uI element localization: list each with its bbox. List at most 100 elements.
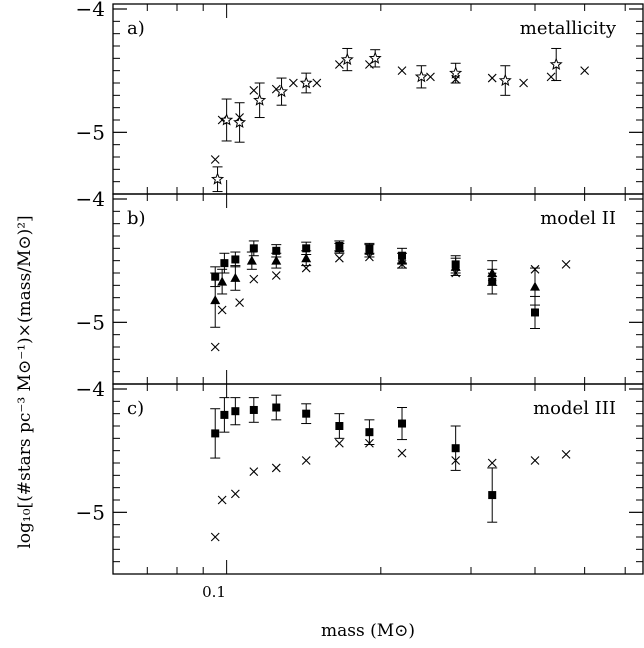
cross-stroke — [397, 448, 407, 458]
cross-stroke — [288, 78, 298, 88]
y-tick-label: −4 — [76, 187, 105, 211]
panel-label: b) — [127, 208, 146, 229]
square-marker — [451, 444, 460, 453]
cross-stroke — [487, 73, 497, 83]
square-marker — [302, 409, 311, 418]
star-marker — [210, 172, 225, 185]
panel-title: model III — [533, 398, 616, 419]
cross-marker — [217, 305, 227, 315]
cross-stroke — [397, 66, 407, 76]
cross-marker — [487, 458, 497, 468]
triangle-marker — [301, 253, 312, 263]
y-tick-label: −5 — [76, 310, 105, 334]
cross-marker — [397, 66, 407, 76]
panel-title: metallicity — [520, 18, 617, 39]
cross-stroke — [210, 532, 220, 542]
star-marker — [340, 52, 354, 66]
square-marker — [488, 277, 497, 286]
square-marker — [272, 403, 281, 412]
star-marker — [253, 93, 267, 106]
x-tick-label-0.1: 0.1 — [202, 583, 226, 601]
y-axis-label: log₁₀[(#stars pc⁻³ M⊙⁻¹)×(mass/M⊙)²] — [15, 215, 35, 548]
cross-stroke — [271, 271, 281, 280]
cross-stroke — [530, 456, 540, 465]
square-marker — [231, 255, 240, 264]
square-marker — [365, 428, 374, 437]
square-marker — [220, 410, 229, 419]
cross-marker — [288, 78, 298, 88]
square-marker — [335, 241, 344, 250]
cross-stroke — [487, 458, 497, 468]
square-marker — [231, 407, 240, 416]
panel-label: a) — [127, 18, 145, 39]
star-marker — [275, 84, 289, 98]
cross-marker — [561, 259, 571, 269]
triangle-marker — [210, 295, 221, 305]
cross-stroke — [210, 342, 220, 352]
star-marker — [233, 115, 247, 128]
cross-stroke — [249, 86, 259, 95]
cross-marker — [210, 155, 220, 164]
cross-marker — [334, 253, 344, 263]
cross-marker — [530, 456, 540, 465]
cross-stroke — [519, 78, 528, 88]
cross-stroke — [235, 298, 244, 307]
cross-stroke — [271, 84, 281, 94]
star-marker — [414, 69, 428, 83]
square-marker — [220, 259, 229, 268]
cross-marker — [519, 78, 528, 88]
cross-stroke — [230, 489, 240, 499]
triangle-marker — [217, 276, 228, 286]
square-marker — [398, 251, 407, 260]
star-marker — [368, 51, 382, 64]
cross-stroke — [210, 155, 220, 164]
y-tick-label: −5 — [76, 120, 105, 144]
cross-marker — [217, 495, 227, 505]
square-marker — [211, 272, 220, 281]
cross-marker — [249, 274, 259, 284]
panel-2: −4 −5 c) model III — [76, 377, 644, 575]
star-marker — [449, 66, 463, 79]
y-tick-label: −4 — [76, 377, 105, 401]
star-marker — [220, 113, 234, 126]
cross-marker — [249, 467, 259, 477]
square-marker — [365, 244, 374, 253]
cross-marker — [546, 72, 556, 82]
square-marker — [211, 429, 220, 438]
cross-marker — [235, 298, 244, 307]
star-marker — [549, 57, 563, 70]
square-marker — [451, 260, 460, 269]
square-marker — [488, 491, 497, 500]
cross-stroke — [334, 253, 344, 263]
panel-0: −4 −5 a) metallicity — [76, 0, 644, 195]
square-marker — [302, 244, 311, 253]
cross-marker — [210, 342, 220, 352]
triangle-marker — [230, 272, 241, 282]
cross-stroke — [334, 438, 344, 448]
cross-marker — [249, 86, 259, 95]
cross-marker — [210, 532, 220, 542]
cross-marker — [580, 66, 590, 76]
square-marker — [531, 308, 540, 317]
panel-frame — [112, 383, 644, 575]
cross-marker — [561, 449, 571, 459]
panel-label: c) — [127, 398, 144, 419]
triangle-marker — [271, 255, 282, 265]
cross-marker — [397, 448, 407, 458]
cross-stroke — [249, 274, 259, 284]
triangle-marker — [530, 281, 541, 291]
y-tick-label: −5 — [76, 500, 105, 524]
cross-marker — [487, 73, 497, 83]
cross-stroke — [426, 72, 435, 82]
cross-stroke — [217, 305, 227, 315]
square-marker — [398, 419, 407, 428]
star-marker — [498, 73, 512, 87]
square-marker — [335, 422, 344, 430]
panel-1: −4 −5 b) model II — [76, 187, 644, 385]
star-marker — [299, 76, 313, 89]
panel-title: model II — [540, 208, 616, 229]
cross-stroke — [561, 259, 571, 269]
cross-marker — [426, 72, 435, 82]
square-marker — [272, 246, 281, 255]
